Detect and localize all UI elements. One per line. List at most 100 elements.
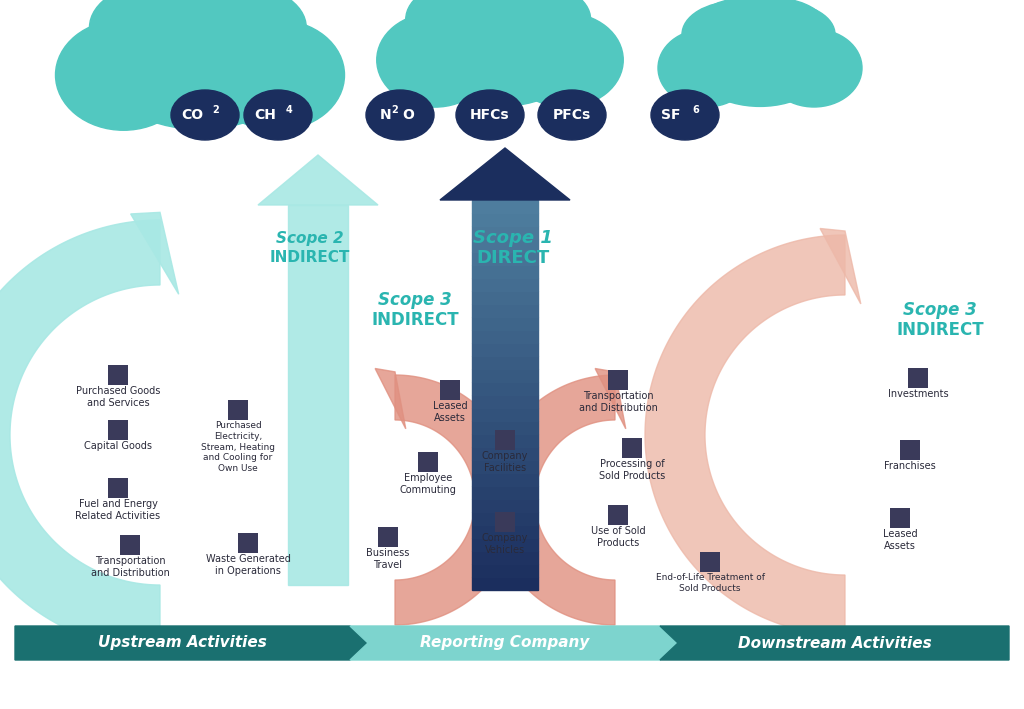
Polygon shape xyxy=(472,525,538,538)
Polygon shape xyxy=(645,235,845,635)
Ellipse shape xyxy=(244,90,312,140)
Ellipse shape xyxy=(171,90,239,140)
Ellipse shape xyxy=(89,0,243,74)
Ellipse shape xyxy=(733,4,835,66)
Ellipse shape xyxy=(682,1,790,67)
Text: Scope 3: Scope 3 xyxy=(378,291,452,309)
Polygon shape xyxy=(472,317,538,330)
Text: O: O xyxy=(402,108,414,122)
Text: Leased
Assets: Leased Assets xyxy=(883,529,918,551)
Text: End-of-Life Treatment of
Sold Products: End-of-Life Treatment of Sold Products xyxy=(655,573,765,593)
Ellipse shape xyxy=(55,20,191,130)
Ellipse shape xyxy=(766,29,862,107)
Text: 2: 2 xyxy=(391,105,398,115)
Polygon shape xyxy=(472,421,538,434)
Text: Company
Vehicles: Company Vehicles xyxy=(482,533,528,555)
Polygon shape xyxy=(15,626,368,660)
Text: Purchased Goods
and Services: Purchased Goods and Services xyxy=(76,386,160,408)
Text: Fuel and Energy
Related Activities: Fuel and Energy Related Activities xyxy=(76,499,161,521)
Polygon shape xyxy=(472,252,538,265)
Ellipse shape xyxy=(694,0,826,56)
Polygon shape xyxy=(820,228,861,304)
Ellipse shape xyxy=(162,0,306,72)
Polygon shape xyxy=(472,369,538,382)
Ellipse shape xyxy=(98,0,302,130)
Text: Scope 2: Scope 2 xyxy=(276,230,344,245)
Polygon shape xyxy=(472,408,538,421)
Ellipse shape xyxy=(377,13,493,107)
Ellipse shape xyxy=(688,11,831,106)
Polygon shape xyxy=(472,239,538,252)
Text: Investments: Investments xyxy=(888,389,948,399)
Polygon shape xyxy=(472,226,538,239)
Polygon shape xyxy=(472,395,538,408)
Polygon shape xyxy=(131,213,179,294)
Polygon shape xyxy=(472,460,538,473)
Polygon shape xyxy=(472,434,538,447)
Polygon shape xyxy=(0,220,160,650)
Ellipse shape xyxy=(366,90,434,140)
Ellipse shape xyxy=(467,0,591,57)
Polygon shape xyxy=(472,278,538,291)
Text: CO: CO xyxy=(181,108,203,122)
Polygon shape xyxy=(472,213,538,226)
Polygon shape xyxy=(472,538,538,551)
Ellipse shape xyxy=(413,0,587,106)
Polygon shape xyxy=(660,626,1009,660)
Text: 6: 6 xyxy=(692,105,699,115)
Polygon shape xyxy=(472,356,538,369)
Text: Business
Travel: Business Travel xyxy=(367,548,410,570)
Polygon shape xyxy=(472,304,538,317)
Text: Upstream Activities: Upstream Activities xyxy=(97,635,266,650)
Polygon shape xyxy=(595,369,626,429)
Text: Company
Facilities: Company Facilities xyxy=(482,451,528,473)
Polygon shape xyxy=(472,486,538,499)
Polygon shape xyxy=(472,343,538,356)
Text: PFCs: PFCs xyxy=(553,108,591,122)
Text: INDIRECT: INDIRECT xyxy=(371,311,459,329)
Text: Capital Goods: Capital Goods xyxy=(84,441,152,451)
Polygon shape xyxy=(395,375,520,625)
Ellipse shape xyxy=(507,13,624,107)
Polygon shape xyxy=(375,369,406,429)
Polygon shape xyxy=(472,473,538,486)
Polygon shape xyxy=(288,205,348,585)
Polygon shape xyxy=(472,200,538,213)
Text: Downstream Activities: Downstream Activities xyxy=(738,635,932,650)
Text: Reporting Company: Reporting Company xyxy=(420,635,590,650)
Polygon shape xyxy=(472,330,538,343)
Text: INDIRECT: INDIRECT xyxy=(269,250,350,265)
Text: Waste Generated
in Operations: Waste Generated in Operations xyxy=(206,554,291,576)
Text: 4: 4 xyxy=(286,105,293,115)
Ellipse shape xyxy=(456,90,524,140)
Text: Leased
Assets: Leased Assets xyxy=(433,401,467,423)
Text: Employee
Commuting: Employee Commuting xyxy=(399,473,457,495)
Ellipse shape xyxy=(209,20,344,130)
Ellipse shape xyxy=(651,90,719,140)
Polygon shape xyxy=(472,564,538,577)
Text: 2: 2 xyxy=(213,105,219,115)
Polygon shape xyxy=(472,382,538,395)
Text: CH: CH xyxy=(254,108,276,122)
Text: Transportation
and Distribution: Transportation and Distribution xyxy=(579,391,657,413)
Text: N: N xyxy=(380,108,392,122)
Text: DIRECT: DIRECT xyxy=(476,249,550,267)
Ellipse shape xyxy=(420,0,580,45)
Polygon shape xyxy=(258,155,378,205)
Polygon shape xyxy=(472,512,538,525)
Text: INDIRECT: INDIRECT xyxy=(896,321,984,339)
Polygon shape xyxy=(440,148,570,200)
Polygon shape xyxy=(472,291,538,304)
Text: Processing of
Sold Products: Processing of Sold Products xyxy=(599,459,666,481)
Ellipse shape xyxy=(106,0,294,58)
Ellipse shape xyxy=(658,29,754,107)
Polygon shape xyxy=(472,499,538,512)
Text: Scope 3: Scope 3 xyxy=(903,301,977,319)
Polygon shape xyxy=(350,626,678,660)
Polygon shape xyxy=(472,265,538,278)
Polygon shape xyxy=(490,375,615,625)
Text: Purchased
Electricity,
Stream, Heating
and Cooling for
Own Use: Purchased Electricity, Stream, Heating a… xyxy=(201,421,275,473)
Text: SF: SF xyxy=(662,108,681,122)
Text: Franchises: Franchises xyxy=(884,461,936,471)
Text: HFCs: HFCs xyxy=(470,108,510,122)
